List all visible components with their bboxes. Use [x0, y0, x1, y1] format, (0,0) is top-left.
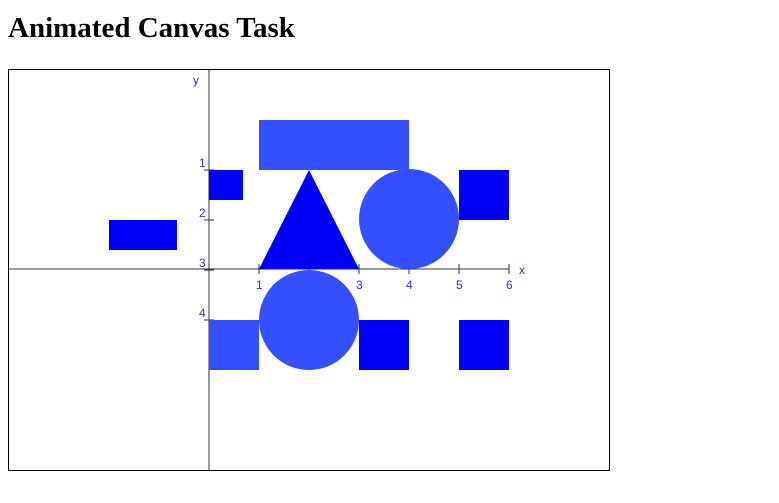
circle-upper-right [359, 169, 459, 269]
wide-rectangle [259, 120, 409, 170]
y-tick-label: 4 [199, 306, 206, 320]
y-tick-label: 1 [199, 156, 206, 170]
x-tick-label: 3 [356, 278, 363, 292]
square-upper-right [459, 170, 509, 220]
x-tick-label: 1 [256, 278, 263, 292]
x-tick-label: 4 [406, 278, 413, 292]
square-lower-right [459, 320, 509, 370]
page-title: Animated Canvas Task [8, 12, 295, 44]
x-tick-label: 5 [456, 278, 463, 292]
square-lower-left [209, 320, 259, 370]
circle-lower [259, 270, 359, 370]
square-lower-middle [359, 320, 409, 370]
y-axis-label: y [193, 73, 199, 87]
x-axis-label: x [519, 263, 525, 277]
y-tick-label: 2 [199, 206, 206, 220]
rectangle-left [109, 220, 177, 250]
triangle [259, 170, 359, 269]
y-tick-label: 3 [199, 256, 206, 270]
x-tick-label: 6 [506, 278, 513, 292]
small-square-top-left [209, 170, 243, 200]
